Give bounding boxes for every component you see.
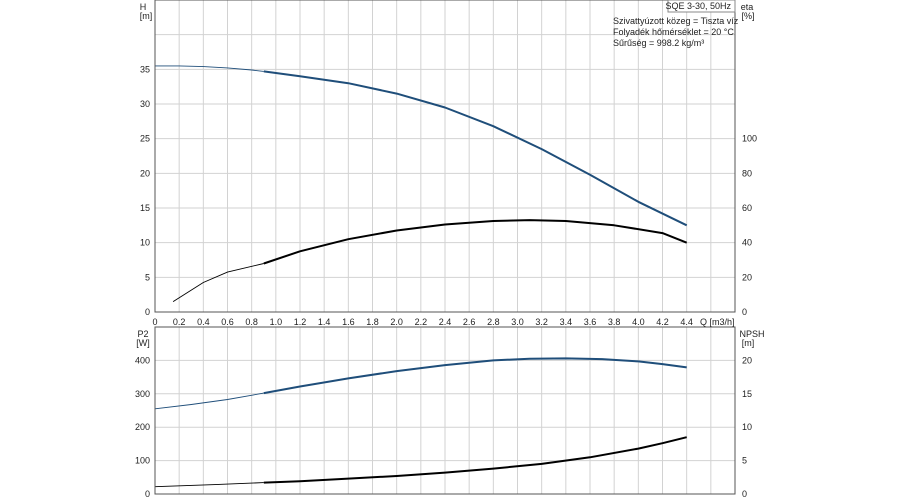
head-efficiency-panel-left-tick-label: 15 — [140, 203, 150, 213]
top-left-axis-label-line2: [m] — [140, 11, 153, 21]
head-efficiency-panel-x-tick-label: 3.8 — [608, 317, 621, 327]
head-efficiency-panel-right-tick-label: 60 — [742, 203, 752, 213]
bottom-left-axis-label-line1: P2 — [137, 329, 148, 339]
head-efficiency-panel-x-tick-label: 0.4 — [197, 317, 210, 327]
series-layer — [154, 65, 688, 488]
chart-title: SQE 3-30, 50Hz — [665, 1, 731, 11]
head-efficiency-panel-x-tick-label: 0.2 — [173, 317, 186, 327]
power-npsh-panel-series-1-extrapolated-line — [154, 482, 264, 488]
head-efficiency-panel-left-tick-label: 0 — [145, 307, 150, 317]
power-npsh-panel-frame — [154, 326, 736, 495]
x-axis-label: Q [m3/h] — [700, 317, 735, 327]
head-efficiency-panel-x-tick-label: 4.4 — [680, 317, 693, 327]
power-npsh-panel-left-tick-label: 100 — [135, 456, 150, 466]
power-npsh-panel-series-0-line — [263, 357, 687, 395]
power-npsh-panel-right-tick-label: 15 — [742, 389, 752, 399]
head-efficiency-panel-left-tick-label: 20 — [140, 168, 150, 178]
temperature-note: Folyadék hőmérséklet = 20 °C — [613, 27, 734, 37]
head-efficiency-panel-x-tick-label: 1.0 — [270, 317, 283, 327]
head-efficiency-panel-x-tick-label: 0 — [152, 317, 157, 327]
power-npsh-panel-right-tick-label: 20 — [742, 355, 752, 365]
power-npsh-panel-left-tick-label: 200 — [135, 422, 150, 432]
head-efficiency-panel-x-tick-label: 1.2 — [294, 317, 307, 327]
head-efficiency-panel-x-tick-label: 2.0 — [390, 317, 403, 327]
head-efficiency-panel-x-tick-label: 0.8 — [245, 317, 258, 327]
head-efficiency-panel-series-1-extrapolated-line — [172, 263, 264, 302]
power-npsh-panel-right-tick-label: 0 — [742, 489, 747, 499]
head-efficiency-panel-right-tick-label: 20 — [742, 272, 752, 282]
head-efficiency-panel-x-tick-label: 0.6 — [221, 317, 234, 327]
head-efficiency-panel-x-tick-label: 2.4 — [439, 317, 452, 327]
top-left-axis-label-line1: H — [140, 2, 147, 12]
head-efficiency-panel-x-tick-label: 1.6 — [342, 317, 355, 327]
frames — [154, 0, 736, 495]
power-npsh-panel-series-0-extrapolated-line — [154, 392, 264, 410]
power-npsh-panel-series-1-line — [263, 436, 687, 484]
head-efficiency-panel-series-0-extrapolated-line — [155, 65, 264, 72]
density-note: Sűrűség = 998.2 kg/m³ — [613, 38, 704, 48]
head-efficiency-panel-x-tick-label: 2.2 — [415, 317, 428, 327]
head-efficiency-panel-x-tick-label: 3.4 — [560, 317, 573, 327]
power-npsh-panel-left-tick-label: 0 — [145, 489, 150, 499]
power-npsh-panel-right-tick-label: 10 — [742, 422, 752, 432]
title-box — [667, 0, 736, 13]
power-npsh-panel-right-tick-label: 5 — [742, 456, 747, 466]
head-efficiency-panel-frame — [154, 0, 736, 313]
power-npsh-panel-left-tick-label: 400 — [135, 355, 150, 365]
head-efficiency-panel-series-0-line — [263, 70, 688, 227]
grid — [155, 0, 735, 494]
head-efficiency-panel-left-tick-label: 5 — [145, 272, 150, 282]
head-efficiency-panel-x-tick-label: 2.8 — [487, 317, 500, 327]
head-efficiency-panel-left-tick-label: 30 — [140, 99, 150, 109]
head-efficiency-panel-x-tick-label: 2.6 — [463, 317, 476, 327]
bottom-right-axis-label-line2: [m] — [742, 338, 755, 348]
top-right-axis-label-line2: [%] — [741, 11, 754, 21]
head-efficiency-panel-x-tick-label: 4.0 — [632, 317, 645, 327]
head-efficiency-panel-left-tick-label: 25 — [140, 134, 150, 144]
bottom-right-axis-label-line1: NPSH — [739, 329, 764, 339]
head-efficiency-panel-right-tick-label: 80 — [742, 168, 752, 178]
power-npsh-panel-left-tick-label: 300 — [135, 389, 150, 399]
head-efficiency-panel-x-tick-label: 3.6 — [584, 317, 597, 327]
head-efficiency-panel-x-tick-label: 1.4 — [318, 317, 331, 327]
head-efficiency-panel-left-tick-label: 35 — [140, 64, 150, 74]
top-right-axis-label-line1: eta — [741, 2, 754, 12]
head-efficiency-panel-x-tick-label: 4.2 — [656, 317, 669, 327]
head-efficiency-panel-x-tick-label: 3.0 — [511, 317, 524, 327]
head-efficiency-panel-x-tick-label: 1.8 — [366, 317, 379, 327]
head-efficiency-panel-right-tick-label: 100 — [742, 134, 757, 144]
head-efficiency-panel-right-tick-label: 0 — [742, 307, 747, 317]
bottom-left-axis-label-line2: [W] — [136, 338, 150, 348]
head-efficiency-panel-left-tick-label: 10 — [140, 238, 150, 248]
head-efficiency-panel-right-tick-label: 40 — [742, 238, 752, 248]
fluid-note: Szivattyúzott közeg = Tiszta víz — [613, 16, 739, 26]
head-efficiency-panel-x-tick-label: 3.2 — [535, 317, 548, 327]
head-efficiency-panel-series-1-line — [263, 219, 688, 265]
